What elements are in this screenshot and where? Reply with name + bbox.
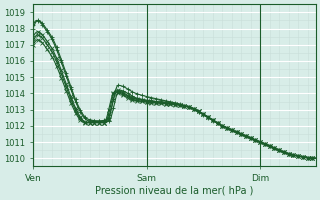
X-axis label: Pression niveau de la mer( hPa ): Pression niveau de la mer( hPa )	[95, 186, 253, 196]
